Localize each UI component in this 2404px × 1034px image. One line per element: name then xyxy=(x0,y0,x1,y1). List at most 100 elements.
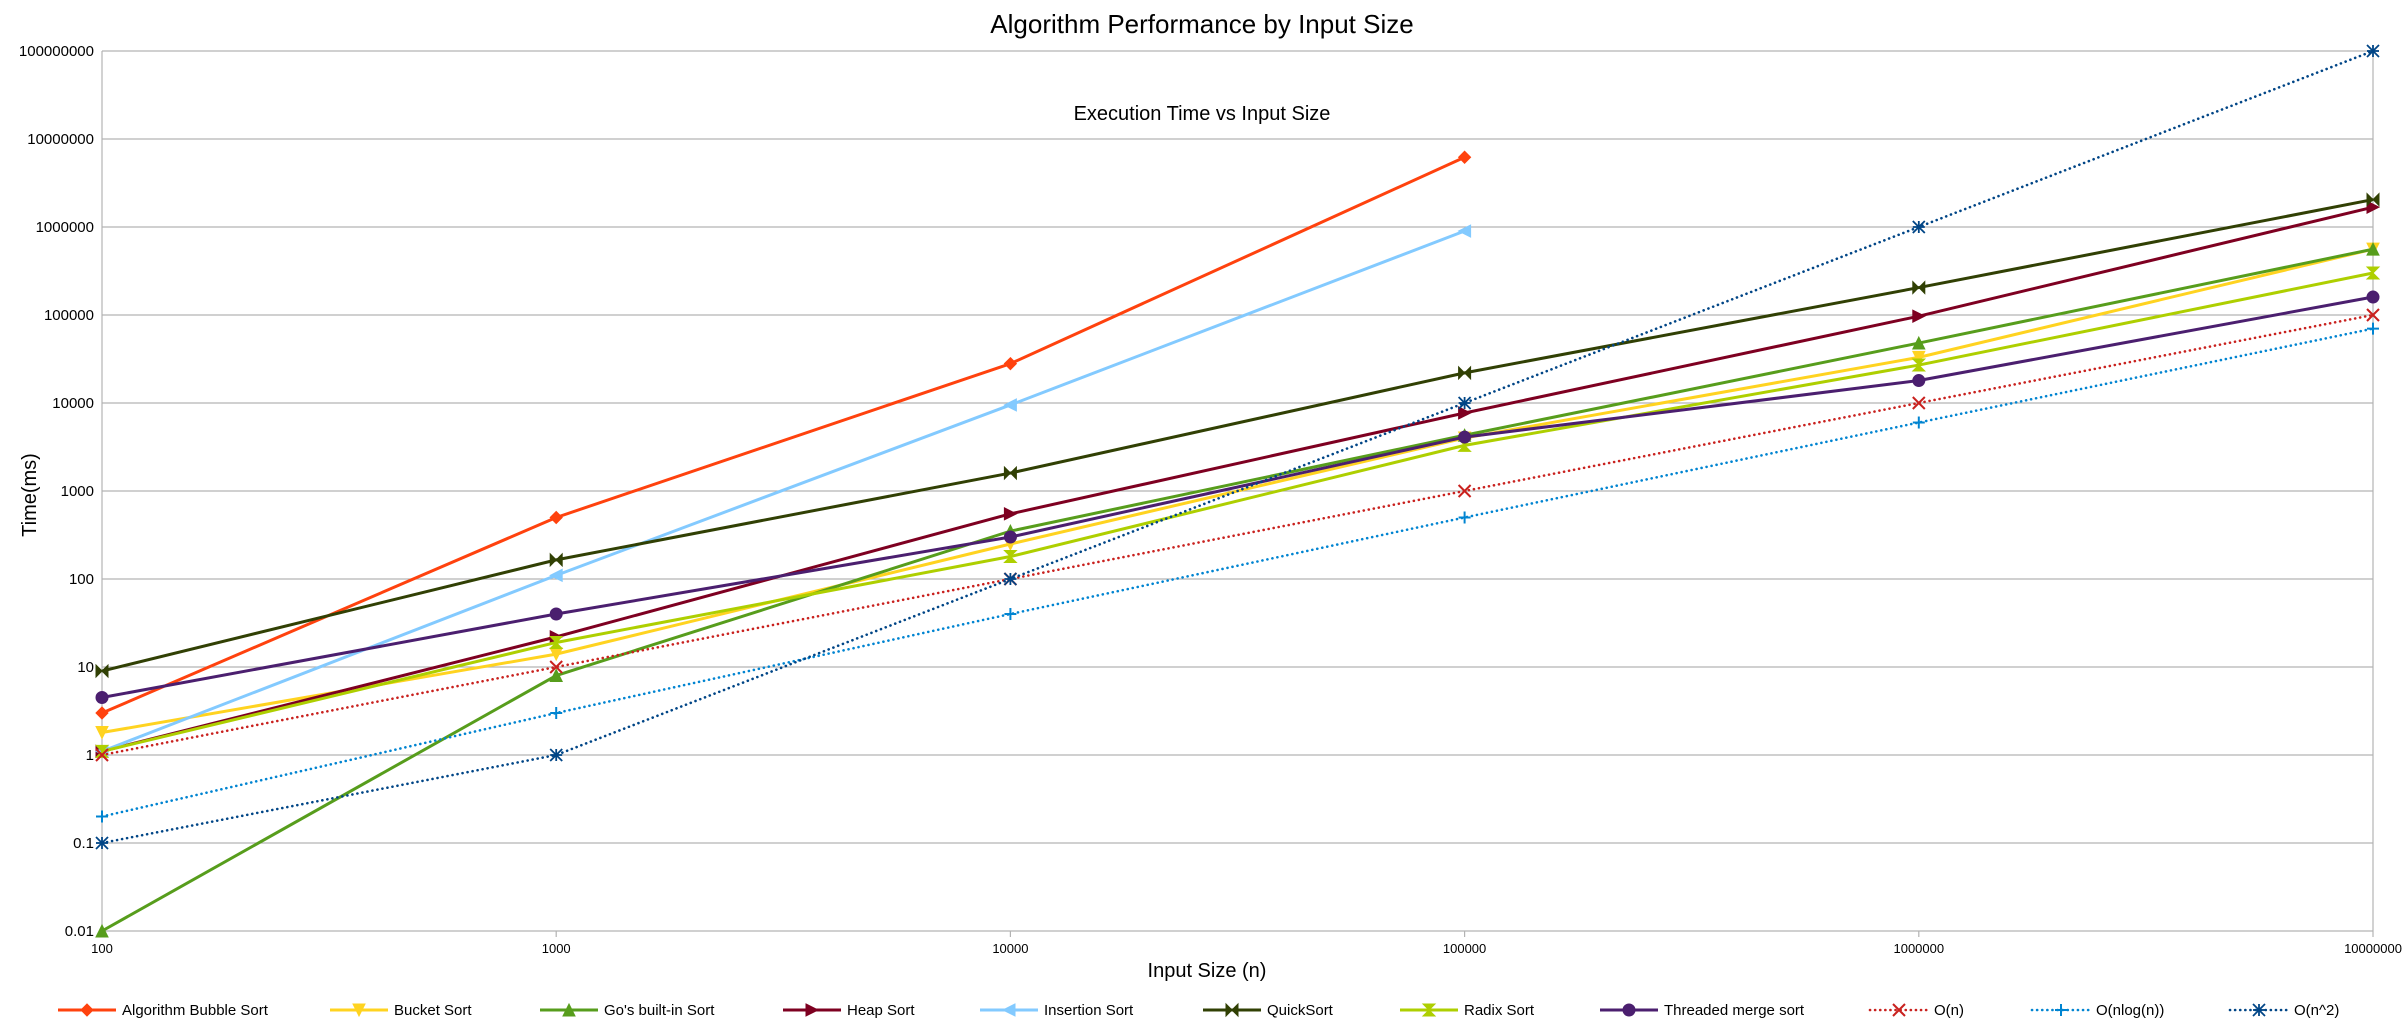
data-point xyxy=(2366,200,2381,214)
legend-item-go-s-built-in-sort: Go's built-in Sort xyxy=(540,1002,715,1019)
series-line xyxy=(101,271,2374,753)
data-point xyxy=(2055,1004,2067,1016)
data-point xyxy=(1003,550,1018,564)
y-tick-label: 1000000 xyxy=(36,219,94,236)
data-point xyxy=(548,635,564,649)
data-point xyxy=(96,810,108,823)
marker-stroke xyxy=(95,748,109,762)
series-threaded-merge-sort xyxy=(95,290,2380,705)
data-point xyxy=(549,660,563,674)
y-tick-label: 10 xyxy=(77,659,94,676)
data-point xyxy=(550,707,563,720)
marker-stroke xyxy=(1892,1003,1906,1017)
data-point xyxy=(95,706,109,720)
legend-label: O(nlog(n)) xyxy=(2096,1002,2164,1019)
legend-label: O(n) xyxy=(1934,1002,1964,1019)
y-tick-label: 0.1 xyxy=(73,835,94,852)
legend-label: Go's built-in Sort xyxy=(604,1002,715,1019)
legend-label: Bucket Sort xyxy=(394,1002,472,1019)
series-line xyxy=(101,229,1466,753)
data-point xyxy=(1911,350,1926,365)
data-point xyxy=(1457,484,1472,498)
data-point xyxy=(2366,242,2380,256)
data-point xyxy=(1892,1003,1906,1017)
data-point xyxy=(1911,335,1926,350)
data-point xyxy=(95,726,109,740)
legend-label: Threaded merge sort xyxy=(1664,1002,1805,1019)
data-point xyxy=(549,668,564,683)
legend-item-insertion-sort: Insertion Sort xyxy=(980,1002,1134,1019)
data-point xyxy=(1912,374,1926,388)
marker-stroke xyxy=(549,660,563,674)
data-point xyxy=(562,1002,576,1017)
data-point xyxy=(549,607,563,621)
legend-item-quicksort: QuickSort xyxy=(1203,1002,1334,1019)
legend-label: Insertion Sort xyxy=(1044,1002,1134,1019)
series-layer xyxy=(94,44,2381,938)
data-point xyxy=(1912,416,1925,429)
data-point xyxy=(2366,290,2380,304)
data-point xyxy=(1457,150,1472,164)
legend-item-bucket-sort: Bucket Sort xyxy=(330,1002,472,1019)
series-o-n xyxy=(95,308,2380,762)
data-point xyxy=(95,923,109,938)
data-point xyxy=(2366,308,2380,322)
legend-item-o-n: O(n) xyxy=(1868,1002,1964,1019)
data-point xyxy=(1457,224,1472,238)
series-line xyxy=(101,205,2374,753)
legend-item-o-nlog-n: O(nlog(n)) xyxy=(2030,1002,2164,1019)
x-tick-label: 10000 xyxy=(992,941,1028,956)
data-point xyxy=(1458,511,1471,524)
data-point xyxy=(1912,309,1926,323)
data-point xyxy=(1003,572,1018,586)
x-tick-label: 100000 xyxy=(1443,941,1486,956)
data-point xyxy=(1458,365,1472,381)
chart-title: Algorithm Performance by Input Size xyxy=(990,9,1413,39)
legend: Algorithm Bubble Sort Bucket Sort Go's bui… xyxy=(58,1002,2339,1019)
data-point xyxy=(95,748,109,762)
series-quicksort xyxy=(95,192,2380,679)
legend-label: Algorithm Bubble Sort xyxy=(122,1002,269,1019)
data-point xyxy=(1912,280,1926,295)
series-line xyxy=(101,295,2374,699)
y-tick-label: 100 xyxy=(69,571,94,588)
data-point xyxy=(1003,465,1017,481)
series-radix-sort xyxy=(94,266,2381,758)
data-point xyxy=(2252,1003,2266,1017)
series-line xyxy=(101,198,2374,673)
data-point xyxy=(549,552,563,568)
data-point xyxy=(549,510,563,525)
legend-item-radix-sort: Radix Sort xyxy=(1400,1002,1535,1019)
series-line xyxy=(100,49,2375,845)
series-o-n-2 xyxy=(95,44,2380,850)
data-point xyxy=(1622,1003,1636,1017)
data-point xyxy=(1001,1003,1016,1017)
data-point xyxy=(95,663,109,679)
x-tick-label: 1000 xyxy=(542,941,571,956)
data-point xyxy=(1003,530,1017,544)
data-point xyxy=(1458,406,1472,420)
data-point xyxy=(549,568,563,583)
x-tick-label: 10000000 xyxy=(2344,941,2402,956)
x-tick-label: 100 xyxy=(91,941,113,956)
series-algorithm-bubble-sort xyxy=(95,150,1472,720)
data-point xyxy=(1225,1002,1239,1018)
data-point xyxy=(1458,430,1472,444)
y-tick-label: 1 xyxy=(86,747,94,764)
data-point xyxy=(95,691,109,705)
data-point xyxy=(1003,398,1017,412)
data-point xyxy=(1912,396,1926,410)
data-point xyxy=(1003,507,1018,521)
chart-subtitle: Execution Time vs Input Size xyxy=(1074,103,1331,125)
data-point xyxy=(1004,608,1017,621)
legend-label: QuickSort xyxy=(1267,1002,1334,1019)
y-tick-label: 10000000 xyxy=(27,131,94,148)
data-point xyxy=(80,1003,94,1017)
y-tick-label: 100000 xyxy=(44,307,94,324)
x-axis-title: Input Size (n) xyxy=(1148,960,1267,982)
data-point xyxy=(2366,192,2380,207)
data-point xyxy=(94,744,110,758)
y-tick-label: 10000 xyxy=(52,395,94,412)
marker-stroke xyxy=(2366,308,2380,322)
